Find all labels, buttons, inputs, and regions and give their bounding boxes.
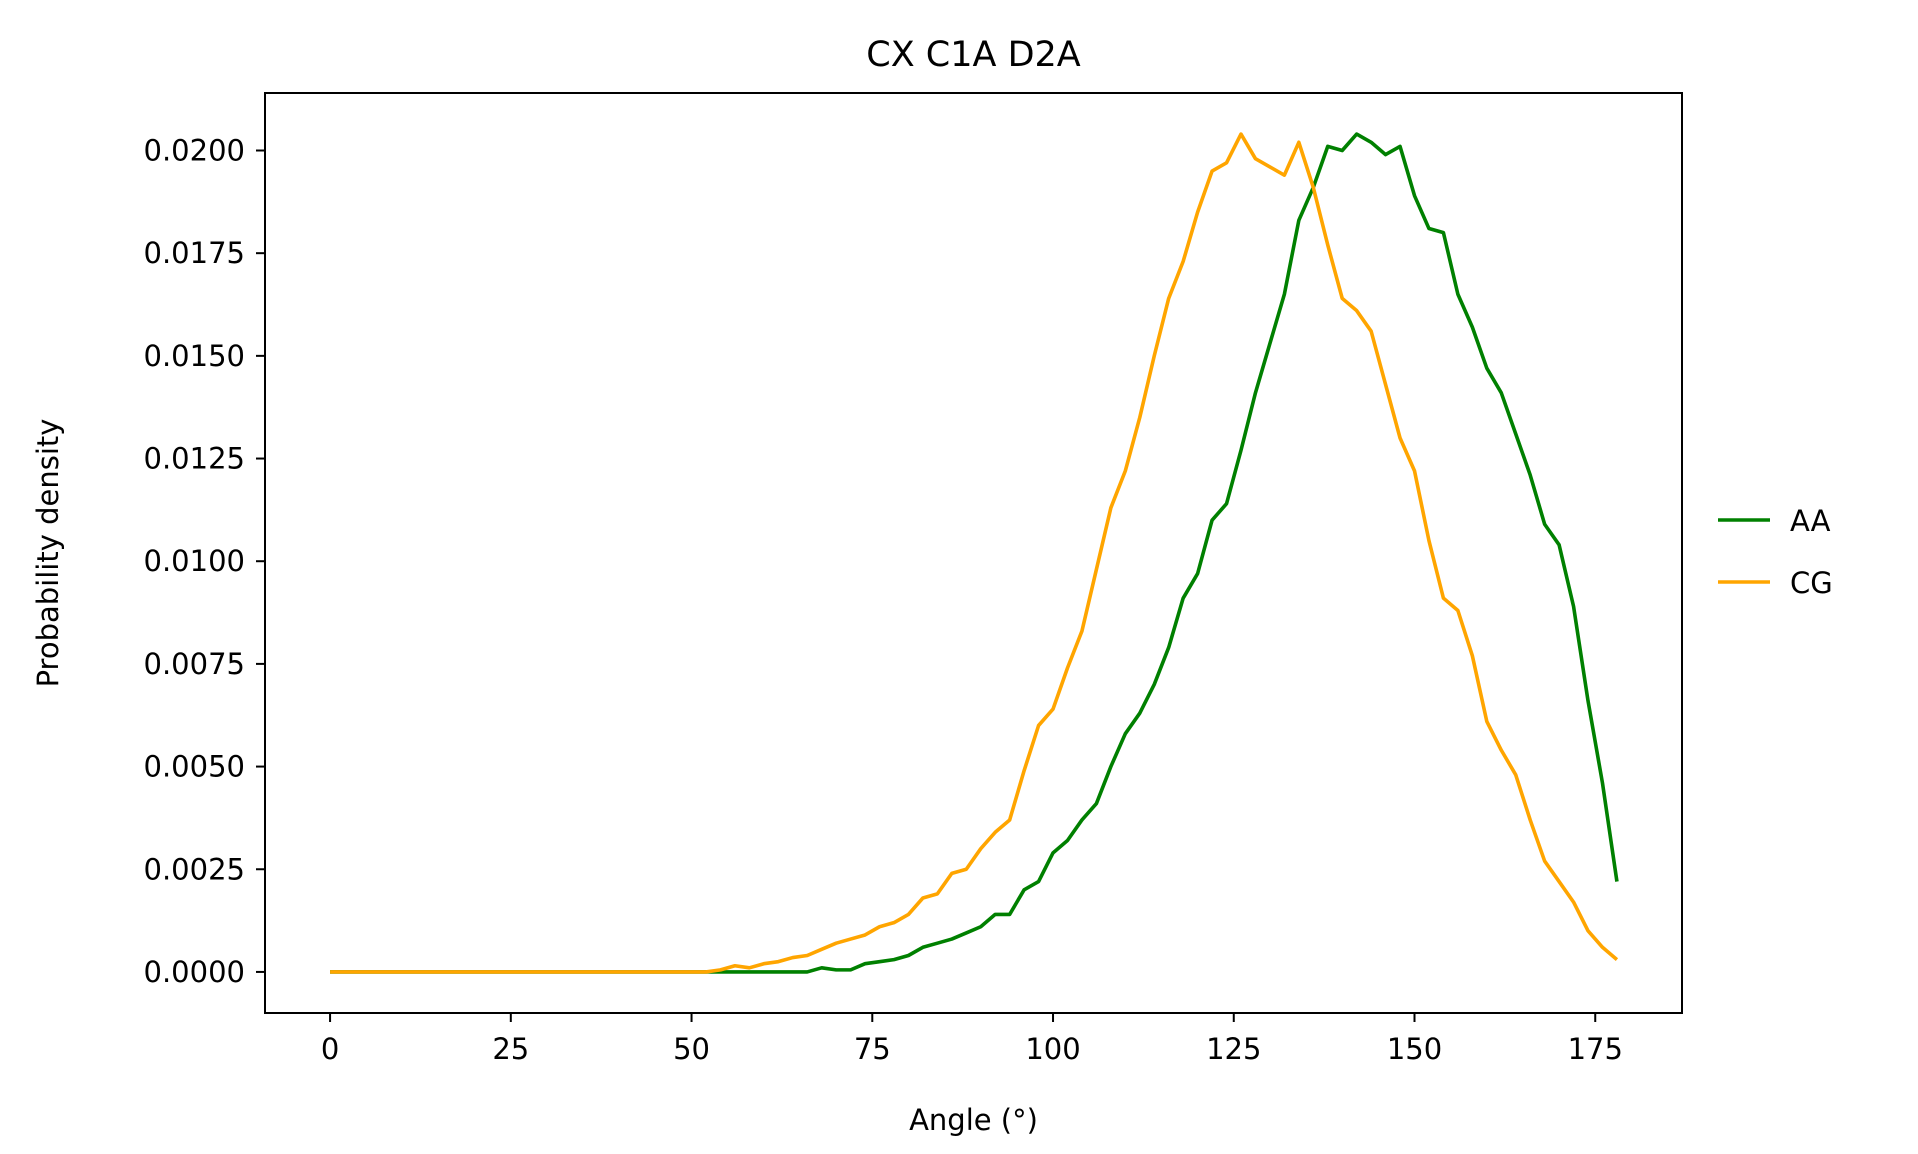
chart-title: CX C1A D2A (866, 35, 1081, 75)
x-tick-label: 50 (673, 1032, 710, 1066)
y-tick-label: 0.0000 (144, 955, 245, 989)
y-axis-label: Probability density (31, 419, 65, 688)
x-tick-label: 75 (854, 1032, 891, 1066)
plot-frame (264, 92, 1683, 1014)
series-line-cg (330, 132, 1619, 974)
x-tick-label: 0 (321, 1032, 339, 1066)
legend-label-aa: AA (1790, 504, 1831, 538)
x-tick-label: 100 (1025, 1032, 1080, 1066)
plot-series (330, 132, 1619, 974)
x-tick-label: 150 (1387, 1032, 1442, 1066)
y-tick-label: 0.0125 (144, 442, 245, 476)
y-tick-label: 0.0100 (144, 544, 245, 578)
legend-label-cg: CG (1790, 566, 1833, 600)
y-tick-label: 0.0150 (144, 339, 245, 373)
y-tick-label: 0.0025 (144, 852, 245, 886)
series-line-aa (330, 132, 1619, 974)
y-tick-label: 0.0075 (144, 647, 245, 681)
x-tick-label: 25 (492, 1032, 529, 1066)
y-axis: 0.0000 0.0025 0.0050 0.0075 0.0100 0.0125 0.01… (144, 134, 265, 989)
legend: AA CG (1718, 504, 1833, 600)
y-tick-label: 0.0200 (144, 134, 245, 168)
x-axis: 0 25 50 75 100 125 150 175 (321, 1013, 1623, 1066)
x-axis-label: Angle (°) (909, 1103, 1038, 1137)
x-tick-label: 125 (1206, 1032, 1261, 1066)
y-tick-label: 0.0050 (144, 750, 245, 784)
y-tick-label: 0.0175 (144, 236, 245, 270)
x-tick-label: 175 (1568, 1032, 1623, 1066)
